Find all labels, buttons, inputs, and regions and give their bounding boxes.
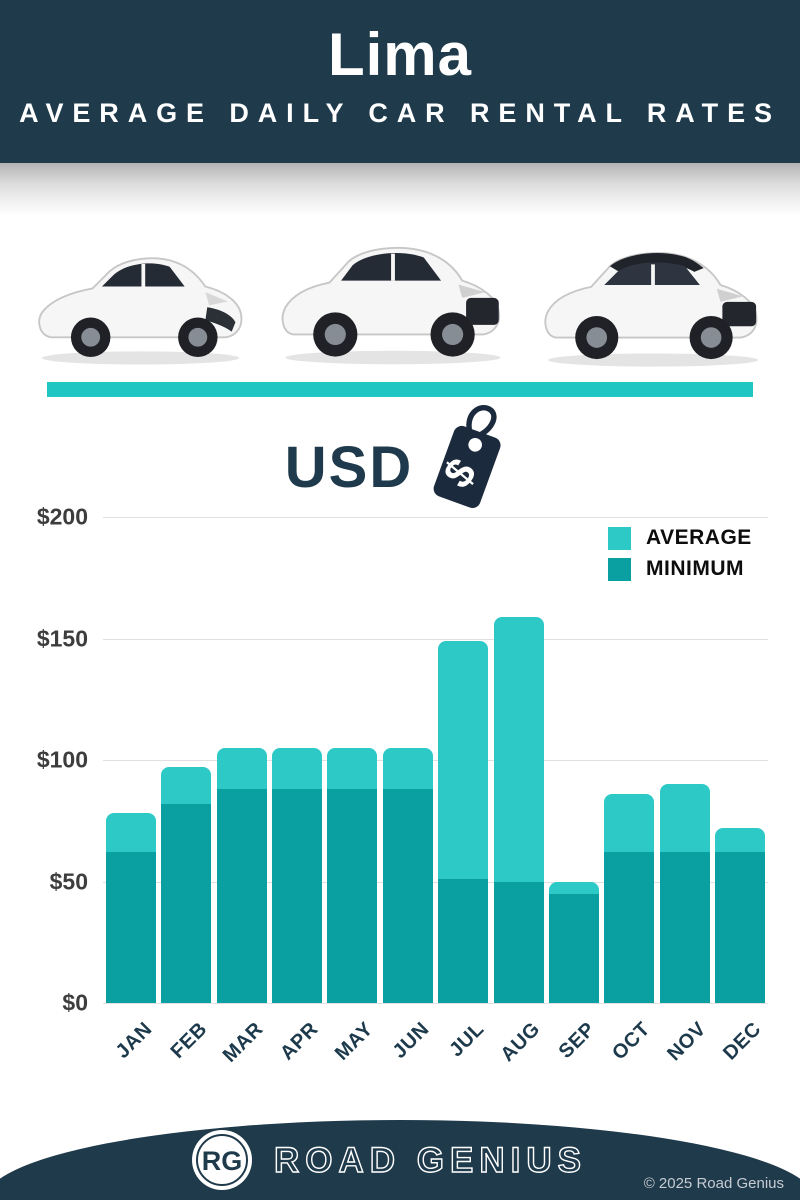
y-axis-tick-50: $50 xyxy=(49,868,88,894)
legend-label-minimum: MINIMUM xyxy=(646,557,744,580)
legend-item-minimum: MINIMUM xyxy=(608,557,752,581)
chart-legend: AVERAGE MINIMUM xyxy=(608,526,752,588)
white-suv-image xyxy=(281,246,501,365)
y-axis-tick-0: $0 xyxy=(62,989,88,1016)
bar-minimum-oct xyxy=(604,852,655,1003)
bar-minimum-apr xyxy=(271,789,322,1003)
gridline-100 xyxy=(103,760,768,761)
price-tag-dollar-icon: $ xyxy=(433,405,501,509)
bar-minimum-jan xyxy=(105,852,156,1003)
bar-minimum-may xyxy=(327,789,378,1003)
y-axis-tick-150: $150 xyxy=(36,625,88,651)
car-images-row xyxy=(0,200,800,375)
currency-heading: USD $ xyxy=(0,402,800,517)
header-banner: Lima AVERAGE DAILY CAR RENTAL RATES xyxy=(0,0,800,163)
average-swatch xyxy=(608,526,631,550)
white-suv-black-roof-image xyxy=(543,252,758,367)
currency-label: USD xyxy=(284,435,414,500)
legend-label-average: AVERAGE xyxy=(646,526,752,549)
page-title: Lima xyxy=(327,21,473,88)
bar-minimum-sep xyxy=(549,893,600,1003)
brand-name: ROAD GENIUS xyxy=(274,1141,587,1180)
legend-item-average: AVERAGE xyxy=(608,526,752,550)
header-shadow xyxy=(0,163,800,215)
minimum-swatch xyxy=(608,557,631,581)
bar-minimum-feb xyxy=(161,803,212,1003)
bar-minimum-jul xyxy=(438,879,489,1003)
bar-minimum-mar xyxy=(216,789,267,1003)
brand-wordmark: ROAD GENIUS xyxy=(273,1140,587,1180)
x-axis-labels: JAN FEB MAR APR MAY JUN JUL AUG SEP OCT NOV DEC xyxy=(103,1006,768,1096)
bar-minimum-dec xyxy=(715,852,766,1003)
footer-brand-row: RG ROAD GENIUS xyxy=(0,1128,800,1192)
y-axis-tick-100: $100 xyxy=(36,746,88,773)
bar-minimum-jun xyxy=(382,789,433,1003)
teal-divider xyxy=(47,382,753,397)
gridline-200 xyxy=(103,517,768,518)
bar-minimum-aug xyxy=(493,881,544,1003)
white-hatchback-image xyxy=(37,257,242,365)
y-axis-tick-200: $200 xyxy=(36,503,88,530)
bar-chart-plot-area xyxy=(103,517,768,1004)
logo-initials: RG xyxy=(202,1146,243,1176)
copyright-text: © 2025 Road Genius xyxy=(643,1175,784,1192)
gridline-150 xyxy=(103,638,768,640)
gridline-0 xyxy=(103,1003,768,1004)
road-genius-logo-icon: RG xyxy=(192,1130,252,1190)
page-subtitle: AVERAGE DAILY CAR RENTAL RATES xyxy=(19,98,781,128)
bar-minimum-nov xyxy=(659,852,710,1003)
gridline-50 xyxy=(103,881,768,883)
y-axis-labels: $0 $50 $100 $150 $200 xyxy=(0,504,92,1016)
